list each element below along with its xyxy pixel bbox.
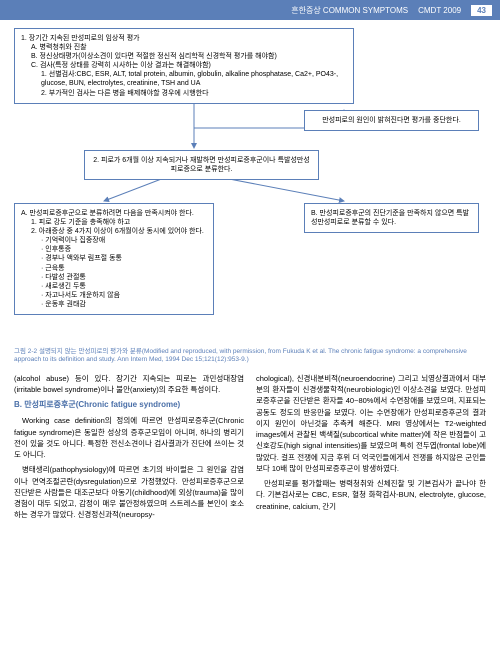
body-p4: chological), 신경내분비적(neuroendocrine) 그리고 …	[256, 373, 486, 474]
header-section: 흔한증상 COMMON SYMPTOMS	[291, 5, 408, 16]
body-p5: 만성피로를 평가할때는 병력청취와 신체진찰 및 기본검사가 끝나야 한다. 기…	[256, 478, 486, 512]
b1-l3: B. 정신상태평가(이상소견이 있다면 적절한 정신적 심리학적 신경학적 평가…	[31, 52, 347, 61]
b3-l3: 2. 아래증상 중 4가지 이상이 6개월이상 동시에 있어야 한다.	[31, 227, 207, 236]
b1-l1: 1. 장기간 지속된 만성피로의 임상적 평가	[21, 34, 347, 43]
figure-caption: 그림 2-2 설명되지 않는 만성피로의 평가와 분류(Modified and…	[14, 348, 486, 365]
b3-i5: · 다발성 관절통	[41, 273, 207, 282]
flow-box-1: 1. 장기간 지속된 만성피로의 임상적 평가 A. 병력청취와 진찰 B. 정…	[14, 28, 354, 104]
body-p1: (alcohol abuse) 등이 있다. 장기간 지속되는 피로는 과민성대…	[14, 373, 244, 396]
b3-i2: · 인후통증	[41, 245, 207, 254]
b1-l6: 2. 부가적인 검사는 다른 병을 배제해야할 경우에 시행한다	[41, 89, 347, 98]
flow-box-1b: 만성피로의 원인이 밝혀진다면 평가를 중단한다.	[304, 110, 479, 131]
b1-l4: C. 검사(특정 상태를 강력히 시사하는 이상 결과는 해결해야함)	[31, 61, 347, 70]
b3-l2: 1. 피로 강도 기준을 충족해야 하고	[31, 218, 207, 227]
b1-l2: A. 병력청취와 진찰	[31, 43, 347, 52]
body-columns: (alcohol abuse) 등이 있다. 장기간 지속되는 피로는 과민성대…	[14, 373, 486, 521]
flow-box-2: 2. 피로가 6개월 이상 지속되거나 재발하면 만성피로증후군이나 특발성만성…	[84, 150, 319, 180]
flow-box-3: A. 만성피로증후군으로 분류하려면 다음을 만족시켜야 한다. 1. 피로 강…	[14, 203, 214, 315]
b3-i1: · 기억력이나 집중장애	[41, 236, 207, 245]
section-b-title: B. 만성피로증후군(Chronic fatigue syndrome)	[14, 399, 244, 411]
flowchart: 1. 장기간 지속된 만성피로의 임상적 평가 A. 병력청취와 진찰 B. 정…	[14, 28, 486, 338]
b1-l5: 1. 선별검사:CBC, ESR, ALT, total protein, al…	[41, 70, 347, 88]
body-p3: 병태생리(pathophysiology)에 따르면 초기의 바이럴은 그 원인…	[14, 464, 244, 520]
b3-i4: · 근육통	[41, 264, 207, 273]
b3-i7: · 자고나서도 개운하지 않음	[41, 291, 207, 300]
b3-l1: A. 만성피로증후군으로 분류하려면 다음을 만족시켜야 한다.	[21, 209, 207, 218]
body-p2: Working case definition의 정의에 따르면 만성피로증후군…	[14, 415, 244, 460]
b3-i6: · 새로생긴 두통	[41, 282, 207, 291]
b3-i8: · 운동후 권태감	[41, 300, 207, 309]
flow-box-4: B. 만성피로증후군의 진단기준을 만족하지 않으면 특발성만성피로로 분류할 …	[304, 203, 479, 233]
b3-i3: · 경부나 액와부 림프절 동통	[41, 254, 207, 263]
header-year: CMDT 2009	[418, 6, 461, 15]
page-number: 43	[471, 5, 492, 16]
